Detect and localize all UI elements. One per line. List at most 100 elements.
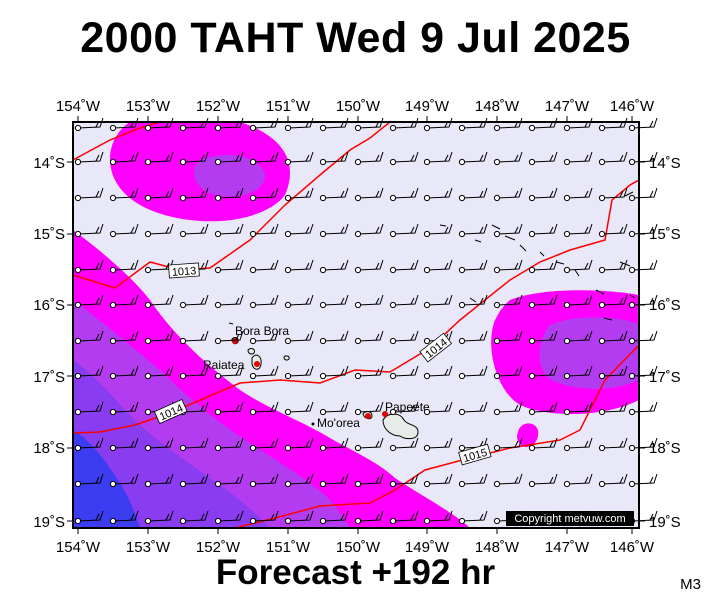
wind-barb [598,365,628,380]
wind-barb [319,473,349,488]
wind-barb [598,330,628,345]
wind-barb [458,259,488,274]
tuamotu-atolls [439,191,636,321]
wind-barb [319,223,349,238]
wind-barb [493,437,523,452]
lon-label-top-149: 149˚W [405,98,450,115]
wind-barb [144,187,174,202]
wind-barb [598,437,628,452]
wind-barb [423,151,453,166]
wind-barb [563,365,593,380]
lat-label-right-18: 18˚S [649,440,681,457]
wind-barb [354,401,384,416]
wind-barb [319,187,349,202]
wind-barb [249,510,279,525]
wind-barb [144,437,174,452]
raiatea-marker [254,361,260,367]
wind-barb [214,437,244,452]
wind-barb [563,330,593,345]
wind-barb [214,259,244,274]
wind-barb [598,187,628,202]
wind-barb [249,223,279,238]
wind-barb [214,294,244,309]
society-islands [228,322,419,440]
wind-barb [249,294,279,309]
wind-barb [354,330,384,345]
wind-barb [563,294,593,309]
axis-ticks [67,116,645,534]
wind-barb [563,187,593,202]
wind-barb [144,473,174,488]
wind-barb [423,294,453,309]
wind-barb [109,437,139,452]
wind-barb [458,187,488,202]
wind-barb [109,330,139,345]
lon-label-bottom-154: 154˚W [56,539,101,556]
wind-barb [179,510,209,525]
lat-label-right-19: 19˚S [649,514,681,531]
wind-barb [493,223,523,238]
rain-area-east-blob [517,423,539,448]
lat-label-right-15: 15˚S [649,226,681,243]
wind-barb [74,187,104,202]
wind-barb [528,473,558,488]
rain-area-east-core [539,317,639,389]
tahiti-island [382,413,419,440]
wind-barb [528,259,558,274]
wind-barb [144,330,174,345]
isobar-label-1013: 1013 [171,265,196,279]
wind-barb [74,223,104,238]
wind-barb [109,365,139,380]
wind-barb [598,294,628,309]
wind-barb [354,187,384,202]
wind-barb [319,294,349,309]
wind-barb [214,510,244,525]
wind-barb [109,294,139,309]
rain-area-southwest-blue [73,430,140,528]
wind-barb [144,294,174,309]
wind-barb [389,510,419,525]
map-title: 2000 TAHT Wed 9 Jul 2025 [80,14,631,62]
lon-label-top-150: 150˚W [336,98,381,115]
wind-barb [598,259,628,274]
wind-barb [179,365,209,380]
wind-barb [493,365,523,380]
isobar-1013 [73,122,391,289]
wind-barb [598,151,628,166]
wind-barb [74,510,104,525]
wind-barb [458,223,488,238]
wind-barb [214,473,244,488]
wind-barb [458,401,488,416]
wind-barb [144,365,174,380]
wind-barb [179,473,209,488]
wind-barb [389,259,419,274]
copyright-text: Copyright metvuw.com [514,513,625,525]
wind-barb [528,151,558,166]
copyright-box [506,511,634,526]
lon-label-bottom-152: 152˚W [196,539,241,556]
wind-barb [598,473,628,488]
wind-barb [423,510,453,525]
wind-barb [284,187,314,202]
wind-barb [249,151,279,166]
place-label-raiatea: Raiatea [203,358,245,372]
wind-barb [249,437,279,452]
wind-barb [528,401,558,416]
lon-label-top-153: 153˚W [126,98,171,115]
wind-barb [284,151,314,166]
wind-barb [493,473,523,488]
lon-label-bottom-147: 147˚W [545,539,590,556]
lon-label-bottom-149: 149˚W [405,539,450,556]
lon-label-bottom-151: 151˚W [266,539,311,556]
wind-barb [179,330,209,345]
wind-barb [354,437,384,452]
wind-barb [319,151,349,166]
wind-barb [249,473,279,488]
moorea-marker [365,413,371,419]
wind-barb [493,187,523,202]
wind-barb [354,365,384,380]
wind-barb [74,330,104,345]
wind-barb [389,294,419,309]
wind-barb [493,151,523,166]
wind-barb [423,401,453,416]
